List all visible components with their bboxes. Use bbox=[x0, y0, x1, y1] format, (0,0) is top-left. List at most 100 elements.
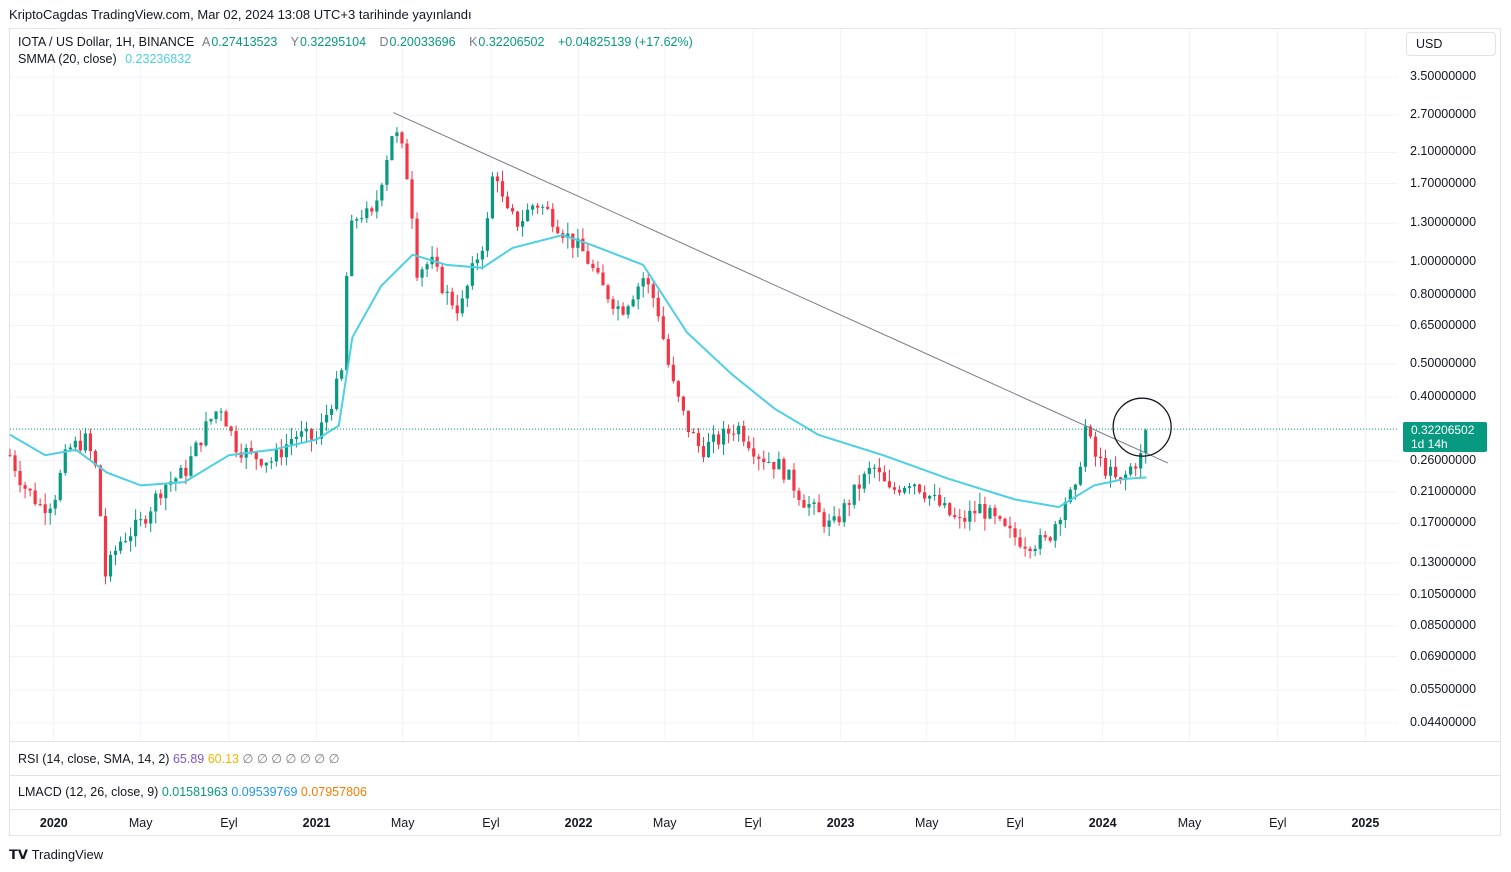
x-tick-label: 2022 bbox=[564, 816, 593, 830]
x-tick-label: May bbox=[128, 816, 153, 830]
candle-body bbox=[963, 517, 967, 522]
candle-body bbox=[767, 461, 771, 463]
candle-body bbox=[792, 469, 796, 491]
y-tick-label: 0.04400000 bbox=[1410, 715, 1477, 729]
candle-body bbox=[1113, 466, 1118, 478]
candle-body bbox=[1033, 548, 1037, 552]
candle-body bbox=[983, 504, 987, 519]
y-tick-label: 0.26000000 bbox=[1410, 452, 1477, 467]
candle-body bbox=[144, 519, 148, 524]
candle-body bbox=[204, 421, 208, 446]
candle-body bbox=[214, 411, 218, 420]
candle-body bbox=[802, 500, 806, 508]
candle-body bbox=[1129, 466, 1133, 475]
y-tick-label: 0.13000000 bbox=[1410, 555, 1477, 570]
candle-body bbox=[636, 286, 640, 300]
smma-label: SMMA (20, close) bbox=[18, 52, 117, 66]
candle-body bbox=[1013, 528, 1017, 538]
tv-logo-icon: 𝗧𝗩 bbox=[9, 847, 28, 862]
candle-body bbox=[460, 298, 464, 314]
tv-brand-text: TradingView bbox=[31, 847, 104, 862]
candle-body bbox=[385, 159, 389, 185]
rsi-legend[interactable]: RSI (14, close, SMA, 14, 2) 65.89 60.13 … bbox=[18, 751, 340, 766]
candle-body bbox=[68, 447, 72, 450]
candle-body bbox=[872, 467, 876, 469]
candle-body bbox=[8, 455, 12, 457]
candle-body bbox=[1098, 456, 1103, 459]
candle-body bbox=[1108, 466, 1113, 476]
candle-body bbox=[209, 419, 213, 422]
candle-body bbox=[842, 503, 846, 523]
candle-body bbox=[123, 541, 128, 543]
candle-body bbox=[762, 458, 766, 463]
candle-body bbox=[1068, 489, 1072, 503]
candle-body bbox=[179, 467, 183, 479]
candle-body bbox=[732, 433, 736, 435]
y-tick-label: 0.50000000 bbox=[1410, 356, 1477, 371]
candle-body bbox=[837, 516, 841, 523]
candle-body bbox=[73, 440, 77, 448]
candle-body bbox=[495, 176, 500, 182]
annotation-circle bbox=[1112, 397, 1172, 457]
candle-body bbox=[48, 508, 52, 514]
candle-body bbox=[129, 536, 133, 542]
y-tick-label: 0.06900000 bbox=[1410, 648, 1477, 663]
candle-body bbox=[33, 490, 37, 505]
candle-body bbox=[345, 276, 349, 371]
candle-body bbox=[485, 218, 490, 251]
candle-body bbox=[360, 218, 364, 220]
candle-body bbox=[752, 448, 756, 457]
candle-body bbox=[113, 550, 118, 555]
candle-body bbox=[164, 484, 168, 499]
time-axis-divider bbox=[9, 809, 1501, 810]
candle-body bbox=[1008, 525, 1012, 529]
trendline bbox=[393, 112, 1169, 464]
candle-body bbox=[475, 259, 479, 264]
rsi-empty-values: ∅ ∅ ∅ ∅ ∅ ∅ ∅ bbox=[242, 752, 340, 766]
candle-body bbox=[581, 238, 585, 252]
candle-body bbox=[425, 264, 429, 270]
candle-body bbox=[43, 504, 47, 514]
candle-body bbox=[661, 316, 665, 340]
candle-body bbox=[118, 541, 123, 551]
candle-body bbox=[902, 487, 907, 493]
candle-body bbox=[1053, 524, 1057, 541]
candle-body bbox=[1023, 546, 1027, 549]
candle-body bbox=[380, 184, 384, 201]
candle-body bbox=[651, 284, 655, 298]
currency-selector[interactable]: USD bbox=[1406, 32, 1496, 56]
candle-body bbox=[696, 433, 701, 447]
candle-body bbox=[269, 461, 273, 463]
candle-body bbox=[1038, 535, 1042, 549]
tradingview-logo[interactable]: 𝗧𝗩 TradingView bbox=[9, 847, 103, 863]
candle-body bbox=[938, 494, 942, 506]
candle-body bbox=[149, 511, 153, 524]
candle-body bbox=[923, 492, 927, 499]
candle-body bbox=[822, 512, 826, 527]
candle-body bbox=[58, 472, 62, 500]
candle-body bbox=[1003, 518, 1007, 526]
candle-body bbox=[319, 422, 324, 439]
candle-body bbox=[541, 206, 545, 208]
candle-body bbox=[1018, 537, 1022, 547]
lmacd-legend[interactable]: LMACD (12, 26, close, 9) 0.01581963 0.09… bbox=[18, 785, 367, 799]
candle-body bbox=[108, 554, 113, 577]
candle-body bbox=[53, 499, 57, 509]
y-tick-label: 0.10500000 bbox=[1410, 586, 1477, 601]
candle-body bbox=[641, 278, 645, 287]
candle-body bbox=[500, 181, 505, 197]
last-price-tag: 0.32206502 1d 14h bbox=[1403, 422, 1487, 452]
candle-body bbox=[350, 220, 354, 277]
candle-body bbox=[98, 465, 103, 517]
candle-body bbox=[747, 441, 751, 449]
candle-body bbox=[857, 484, 861, 489]
lmacd-value: 0.01581963 bbox=[161, 785, 228, 799]
candle-body bbox=[289, 439, 294, 445]
last-price-value: 0.32206502 bbox=[1411, 423, 1475, 437]
candle-body bbox=[817, 502, 821, 513]
y-tick-label: 0.08500000 bbox=[1410, 617, 1477, 632]
candle-body bbox=[877, 467, 881, 473]
candle-body bbox=[13, 455, 17, 471]
candle-body bbox=[1118, 477, 1123, 480]
